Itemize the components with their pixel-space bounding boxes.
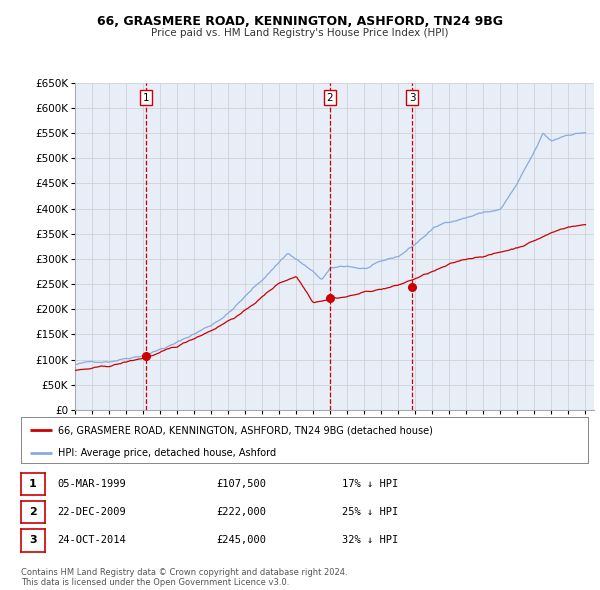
Text: 05-MAR-1999: 05-MAR-1999 [57,479,126,489]
Text: 3: 3 [409,93,415,103]
Text: 3: 3 [29,536,37,545]
Text: 32% ↓ HPI: 32% ↓ HPI [342,536,398,545]
Text: £245,000: £245,000 [216,536,266,545]
Text: 24-OCT-2014: 24-OCT-2014 [57,536,126,545]
Text: 22-DEC-2009: 22-DEC-2009 [57,507,126,517]
Text: £222,000: £222,000 [216,507,266,517]
Text: £107,500: £107,500 [216,479,266,489]
Text: HPI: Average price, detached house, Ashford: HPI: Average price, detached house, Ashf… [58,448,276,458]
Text: 66, GRASMERE ROAD, KENNINGTON, ASHFORD, TN24 9BG: 66, GRASMERE ROAD, KENNINGTON, ASHFORD, … [97,15,503,28]
Text: 25% ↓ HPI: 25% ↓ HPI [342,507,398,517]
Text: Contains HM Land Registry data © Crown copyright and database right 2024.
This d: Contains HM Land Registry data © Crown c… [21,568,347,587]
Text: Price paid vs. HM Land Registry's House Price Index (HPI): Price paid vs. HM Land Registry's House … [151,28,449,38]
Text: 2: 2 [326,93,333,103]
Text: 1: 1 [143,93,149,103]
Text: 17% ↓ HPI: 17% ↓ HPI [342,479,398,489]
Text: 2: 2 [29,507,37,517]
Text: 1: 1 [29,479,37,489]
Text: 66, GRASMERE ROAD, KENNINGTON, ASHFORD, TN24 9BG (detached house): 66, GRASMERE ROAD, KENNINGTON, ASHFORD, … [58,425,433,435]
